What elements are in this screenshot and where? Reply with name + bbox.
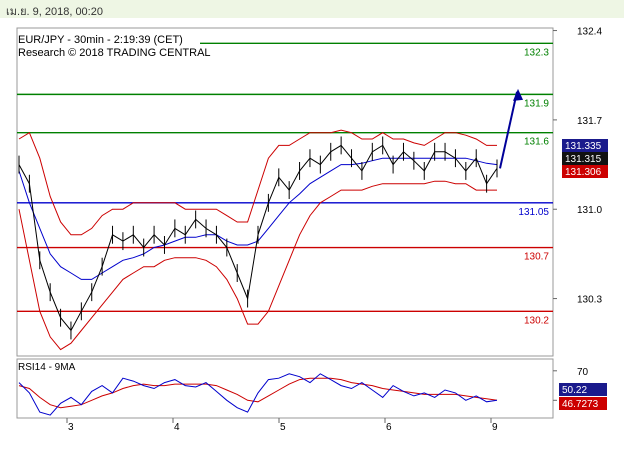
- rsi-tag: [559, 383, 607, 396]
- rsi-tag-label: 50.22: [562, 385, 587, 396]
- forecast-arrow: [499, 91, 518, 169]
- price-line: [18, 144, 498, 332]
- forecast-arrowhead: [513, 88, 523, 101]
- price-tag-label: 131.315: [565, 154, 602, 165]
- y-tick-label: 130.3: [577, 295, 602, 306]
- level-label: 131.9: [524, 98, 549, 109]
- x-tick-label: 6: [386, 422, 392, 433]
- price-tag: [562, 165, 608, 178]
- y-tick-label: 131.0: [577, 205, 602, 216]
- rsi-line: [18, 373, 498, 416]
- price-tag-label: 131.335: [565, 141, 602, 152]
- price-tag: [562, 139, 608, 152]
- x-tick-label: 9: [492, 422, 498, 433]
- level-label: 131.6: [524, 137, 549, 148]
- y-tick-label: 132.4: [577, 27, 602, 38]
- price-tag: [562, 152, 608, 165]
- header-timestamp: เม.ย. 9, 2018, 00:20: [6, 6, 103, 18]
- series-bollinger-upper: [18, 129, 497, 236]
- level-label: 130.2: [524, 315, 549, 326]
- price-tag-label: 131.306: [565, 167, 602, 178]
- header-bar: เม.ย. 9, 2018, 00:20: [0, 0, 624, 18]
- series-bollinger-lower: [18, 180, 497, 351]
- x-tick-label: 5: [280, 422, 286, 433]
- rsi-tag: [559, 397, 607, 410]
- level-label: 130.7: [524, 252, 549, 263]
- chart-subtitle: Research © 2018 TRADING CENTRAL: [18, 47, 211, 59]
- level-label: 131.05: [518, 207, 549, 218]
- rsi-tick-label: 70: [577, 367, 589, 378]
- rsi-label: RSI14 - 9MA: [18, 362, 76, 373]
- x-tick-label: 3: [68, 422, 74, 433]
- level-label: 132.3: [524, 47, 549, 58]
- rsi-tag-label: 46.7273: [562, 399, 599, 410]
- x-tick-label: 4: [174, 422, 180, 433]
- chart-title: EUR/JPY - 30min - 2:19:39 (CET): [18, 34, 183, 46]
- y-tick-label: 131.7: [577, 116, 602, 127]
- price-panel: [16, 27, 554, 357]
- rsi-ma-line: [18, 377, 498, 409]
